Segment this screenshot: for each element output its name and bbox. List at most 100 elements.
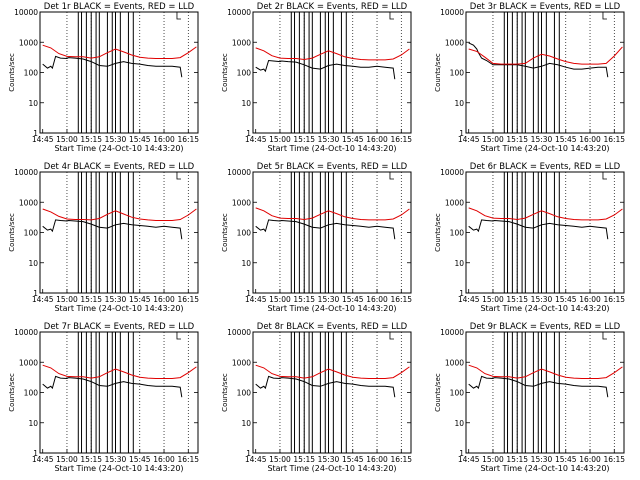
x-tick-label: 15:15: [293, 135, 315, 144]
series-line-lld: [255, 207, 410, 221]
x-tick-label: 14:45: [245, 455, 267, 464]
series-line-lld: [42, 44, 197, 59]
y-axis-label: Counts/sec: [434, 373, 442, 412]
x-tick-label: 15:00: [269, 295, 291, 304]
y-tick-label: 1000: [445, 198, 464, 207]
x-tick-label: 15:45: [555, 295, 577, 304]
x-tick-label: 16:00: [579, 135, 601, 144]
y-tick-label: 10000: [440, 8, 464, 17]
y-tick-label: 1: [246, 449, 251, 458]
y-tick-label: 1: [459, 129, 464, 138]
x-axis-label: Start Time (24-Oct-10 14:43:20): [54, 144, 183, 153]
plot-frame: [465, 171, 625, 294]
x-tick-label: 15:45: [129, 295, 151, 304]
plot-frame: [39, 331, 199, 454]
x-tick-label: 15:00: [269, 135, 291, 144]
chart-panel-2: Det 2r BLACK = Events, RED = LLD 1 10 100 10…: [221, 2, 412, 153]
x-tick-label: 15:30: [105, 135, 127, 144]
chart-panel-4: Det 4r BLACK = Events, RED = LLD 1 10 100 10…: [8, 162, 199, 313]
marker-bracket: [602, 172, 607, 180]
series-line-events: [42, 375, 183, 398]
y-tick-label: 10000: [227, 168, 251, 177]
y-tick-label: 10: [28, 99, 38, 108]
x-tick-label: 16:15: [603, 455, 625, 464]
y-tick-label: 10000: [227, 328, 251, 337]
x-tick-label: 16:15: [390, 295, 412, 304]
x-axis-label: Start Time (24-Oct-10 14:43:20): [480, 144, 609, 153]
plot-frame: [39, 171, 199, 294]
chart-title: Det 9r BLACK = Events, RED = LLD: [470, 322, 621, 332]
y-tick-label: 100: [24, 229, 39, 238]
marker-bracket: [389, 332, 394, 340]
y-tick-label: 10000: [440, 328, 464, 337]
x-tick-label: 15:30: [531, 135, 553, 144]
x-tick-label: 16:00: [153, 455, 175, 464]
series-line-events: [468, 219, 609, 240]
series-line-lld: [42, 364, 197, 379]
chart-title: Det 6r BLACK = Events, RED = LLD: [470, 162, 621, 172]
x-tick-label: 14:45: [458, 135, 480, 144]
plot-frame: [39, 11, 199, 134]
x-tick-label: 16:00: [366, 455, 388, 464]
y-tick-label: 1: [459, 449, 464, 458]
y-tick-label: 10: [241, 99, 251, 108]
plot-frame: [465, 331, 625, 454]
y-axis-label: Counts/sec: [8, 213, 16, 252]
x-tick-label: 15:00: [482, 295, 504, 304]
x-tick-label: 15:00: [482, 455, 504, 464]
y-tick-label: 100: [237, 69, 252, 78]
y-tick-label: 1000: [445, 38, 464, 47]
y-tick-label: 10: [241, 259, 251, 268]
x-tick-label: 16:00: [579, 295, 601, 304]
x-tick-label: 15:30: [531, 295, 553, 304]
x-tick-label: 15:45: [342, 135, 364, 144]
chart-title: Det 1r BLACK = Events, RED = LLD: [44, 2, 195, 12]
chart-panel-1: Det 1r BLACK = Events, RED = LLD 1 10 100 10…: [8, 2, 199, 153]
marker-bracket: [176, 332, 181, 340]
x-axis-label: Start Time (24-Oct-10 14:43:20): [267, 144, 396, 153]
chart-panel-7: Det 7r BLACK = Events, RED = LLD 1 10 100 10…: [8, 322, 199, 473]
y-axis-label: Counts/sec: [221, 213, 229, 252]
x-tick-label: 16:00: [366, 295, 388, 304]
marker-bracket: [176, 12, 181, 20]
y-tick-label: 1000: [19, 38, 38, 47]
x-tick-label: 14:45: [32, 135, 54, 144]
y-tick-label: 1000: [232, 198, 251, 207]
x-tick-label: 16:15: [177, 135, 199, 144]
series-line-events: [468, 42, 609, 78]
x-tick-label: 14:45: [245, 135, 267, 144]
y-tick-label: 1: [33, 129, 38, 138]
x-tick-label: 16:00: [153, 295, 175, 304]
chart-title: Det 4r BLACK = Events, RED = LLD: [44, 162, 195, 172]
x-tick-label: 15:45: [129, 455, 151, 464]
x-axis-label: Start Time (24-Oct-10 14:43:20): [480, 304, 609, 313]
series-line-events: [42, 219, 183, 240]
x-axis-label: Start Time (24-Oct-10 14:43:20): [54, 304, 183, 313]
y-tick-label: 1000: [232, 358, 251, 367]
plot-frame: [252, 171, 412, 294]
x-tick-label: 15:15: [506, 295, 528, 304]
x-tick-label: 15:30: [531, 455, 553, 464]
x-tick-label: 15:15: [80, 295, 102, 304]
series-line-events: [42, 55, 183, 78]
y-tick-label: 1000: [19, 198, 38, 207]
marker-bracket: [602, 12, 607, 20]
marker-bracket: [389, 12, 394, 20]
chart-title: Det 2r BLACK = Events, RED = LLD: [257, 2, 408, 12]
x-tick-label: 15:00: [56, 295, 78, 304]
x-tick-label: 15:30: [318, 295, 340, 304]
x-tick-label: 15:00: [269, 455, 291, 464]
x-tick-label: 14:45: [245, 295, 267, 304]
y-tick-label: 100: [450, 389, 465, 398]
chart-panel-8: Det 8r BLACK = Events, RED = LLD 1 10 100 10…: [221, 322, 412, 473]
x-tick-label: 16:15: [390, 455, 412, 464]
y-tick-label: 100: [237, 229, 252, 238]
y-tick-label: 10000: [14, 8, 38, 17]
x-tick-label: 16:15: [603, 135, 625, 144]
y-axis-label: Counts/sec: [434, 213, 442, 252]
x-tick-label: 15:45: [342, 295, 364, 304]
x-axis-label: Start Time (24-Oct-10 14:43:20): [54, 464, 183, 473]
y-tick-label: 10: [28, 259, 38, 268]
x-tick-label: 15:30: [318, 135, 340, 144]
